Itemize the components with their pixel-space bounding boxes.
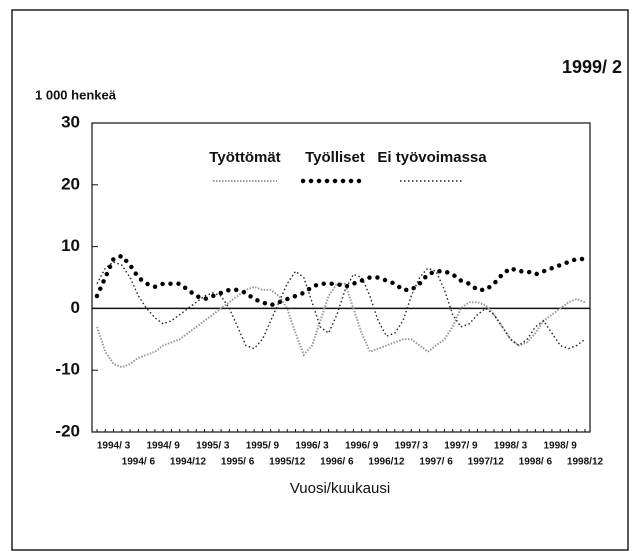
x-tick-label: 1995/ 3 [196, 441, 230, 452]
x-tick-label: 1998/ 9 [543, 441, 577, 452]
x-tick-label: 1997/ 3 [395, 441, 429, 452]
x-tick-label: 1996/ 9 [345, 441, 379, 452]
x-tick-label: 1997/12 [468, 457, 505, 468]
y-tick-label: -20 [55, 421, 80, 440]
x-tick-label: 1995/ 9 [246, 441, 280, 452]
x-tick-label: 1998/12 [567, 457, 604, 468]
y-axis-label: 1 000 henkeä [35, 87, 117, 102]
x-tick-label: 1997/ 6 [419, 457, 453, 468]
x-tick-label: 1994/ 9 [146, 441, 180, 452]
x-tick-label: 1994/12 [170, 457, 207, 468]
x-tick-label: 1996/ 6 [320, 457, 354, 468]
legend-label: Työlliset [305, 149, 365, 166]
x-tick-label: 1995/ 6 [221, 457, 255, 468]
x-tick-label: 1994/ 3 [97, 441, 131, 452]
y-tick-label: 20 [61, 174, 80, 193]
x-axis-label: Vuosi/kuukausi [290, 480, 390, 497]
legend-label: Ei työvoimassa [377, 149, 487, 166]
y-tick-label: 10 [61, 236, 80, 255]
series-line [96, 261, 586, 350]
x-tick-label: 1998/ 6 [519, 457, 553, 468]
legend-label: Työttömät [209, 149, 280, 166]
y-tick-label: 30 [61, 112, 80, 131]
x-tick-label: 1994/ 6 [122, 457, 156, 468]
chart-title: 1999/ 2 [562, 57, 622, 77]
y-tick-label: -10 [55, 360, 80, 379]
y-tick-label: 0 [71, 298, 80, 317]
x-tick-label: 1995/12 [269, 457, 306, 468]
plot-border [91, 122, 591, 433]
x-tick-label: 1998/ 3 [494, 441, 528, 452]
x-tick-label: 1996/12 [368, 457, 405, 468]
series-line [96, 282, 586, 369]
x-tick-label: 1997/ 9 [444, 441, 478, 452]
series-line [94, 253, 588, 308]
frame [11, 9, 629, 551]
x-tick-label: 1996/ 3 [295, 441, 329, 452]
